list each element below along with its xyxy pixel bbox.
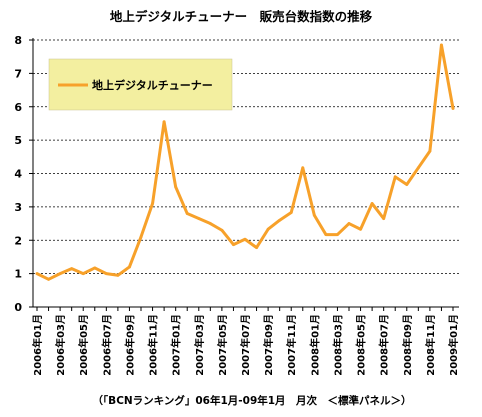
data-point <box>185 212 189 215</box>
x-tick-label: 2007年09月 <box>262 314 275 376</box>
data-point <box>347 222 351 225</box>
x-tick-label: 2007年11月 <box>285 314 298 376</box>
y-tick-label: 2 <box>14 234 22 247</box>
data-point <box>58 272 62 276</box>
x-tick-label: 2006年07月 <box>100 314 113 376</box>
data-point <box>451 107 455 110</box>
data-point <box>266 227 270 231</box>
x-tick-label: 2006年11月 <box>147 314 160 376</box>
data-point <box>116 273 120 277</box>
data-point <box>312 213 316 217</box>
data-point <box>220 228 224 232</box>
chart-title: 地上デジタルチューナー 販売台数指数の推移 <box>110 9 373 24</box>
data-point <box>324 233 328 236</box>
x-tick-label: 2006年05月 <box>77 314 90 376</box>
series-layer <box>35 43 455 281</box>
data-point <box>128 265 131 269</box>
data-point <box>47 277 50 281</box>
y-tick-label: 1 <box>14 268 22 281</box>
y-tick-label: 5 <box>14 134 22 147</box>
data-point <box>162 120 166 124</box>
data-point <box>151 202 154 205</box>
data-point <box>428 149 432 153</box>
data-point <box>104 272 108 276</box>
x-tick-label: 2008年05月 <box>355 314 368 376</box>
chart-footer: （「BCNランキング」06年1月-09年1月 月次 ＜標準パネル＞） <box>92 394 411 407</box>
data-point <box>393 175 397 179</box>
y-tick-label: 0 <box>14 301 22 314</box>
x-tick-label: 2008年01月 <box>308 314 321 376</box>
data-point <box>370 202 374 205</box>
data-point <box>70 267 74 271</box>
x-tick-label: 2007年03月 <box>193 314 206 376</box>
legend-label: 地上デジタルチューナー <box>92 78 213 92</box>
data-point <box>81 272 85 276</box>
data-point <box>405 183 409 186</box>
data-point <box>278 218 282 222</box>
data-point <box>440 43 443 47</box>
y-axis: 0 1 2 3 4 5 6 7 8 <box>14 34 33 314</box>
x-axis: 2006年01月 2006年03月 2006年05月 2006年07月 2006年09月… <box>31 307 460 376</box>
data-point <box>208 222 212 225</box>
x-tick-label: 2006年09月 <box>123 314 136 376</box>
data-point <box>197 217 201 220</box>
data-point <box>336 233 339 236</box>
y-tick-label: 7 <box>14 67 22 80</box>
x-tick-label: 2006年01月 <box>31 314 44 376</box>
data-point <box>416 166 420 170</box>
x-tick-label: 2007年07月 <box>239 314 252 376</box>
x-tick-label: 2009年01月 <box>447 314 460 376</box>
x-tick-label: 2007年05月 <box>216 314 229 376</box>
data-point <box>35 272 39 276</box>
y-tick-label: 8 <box>14 34 22 47</box>
data-point <box>93 266 97 270</box>
y-tick-label: 4 <box>14 168 22 181</box>
x-tick-label: 2008年07月 <box>378 314 391 376</box>
data-point <box>359 227 362 231</box>
data-point <box>289 211 293 214</box>
legend: 地上デジタルチューナー <box>48 58 233 111</box>
data-point <box>243 237 247 241</box>
data-point <box>174 185 178 189</box>
data-point <box>139 235 143 239</box>
x-tick-label: 2006年03月 <box>54 314 67 376</box>
data-point <box>382 217 386 220</box>
x-tick-label: 2008年09月 <box>401 314 414 376</box>
x-tick-label: 2007年01月 <box>170 314 183 376</box>
data-point <box>255 246 258 249</box>
data-point <box>232 243 235 246</box>
y-tick-label: 3 <box>14 201 22 214</box>
x-tick-label: 2008年11月 <box>424 314 437 376</box>
y-tick-label: 6 <box>14 101 22 114</box>
x-tick-label: 2008年03月 <box>331 314 344 376</box>
data-point <box>301 166 305 170</box>
